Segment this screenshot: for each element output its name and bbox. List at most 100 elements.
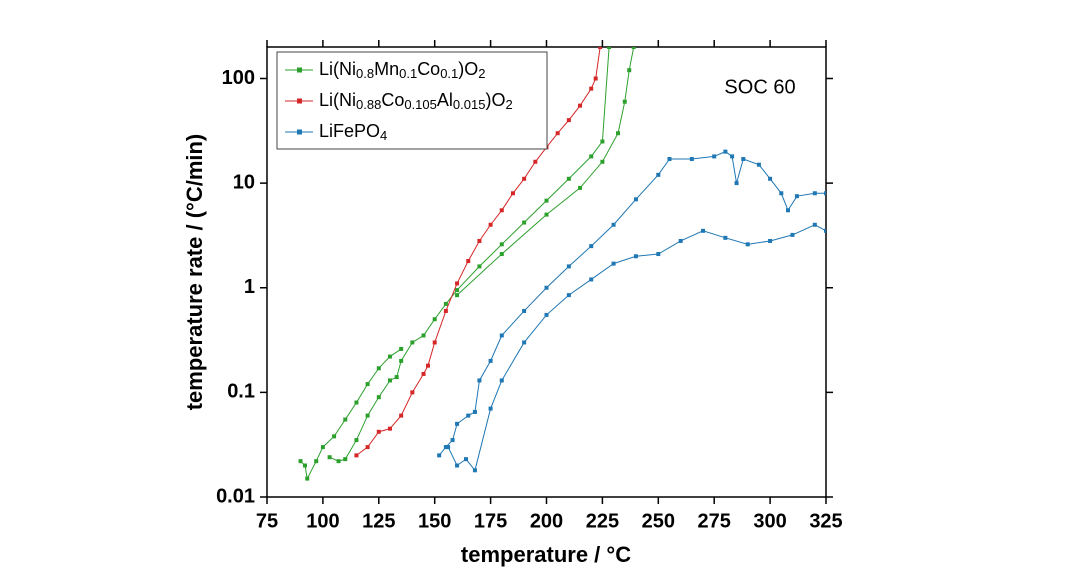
data-point [627,68,632,73]
data-point [734,181,739,186]
data-point [779,191,784,196]
data-point [812,222,817,227]
data-point [472,468,477,473]
data-point [522,340,527,345]
legend-label-part: Co [417,59,440,79]
x-tick-label: 150 [418,510,451,532]
data-point [522,308,527,313]
data-point [488,406,493,411]
data-point [305,476,310,481]
data-point [544,198,549,203]
data-point [488,358,493,363]
data-point [499,333,504,338]
data-point [589,86,594,91]
legend-label-part: Al [437,90,453,110]
series-line [438,151,826,456]
data-point [790,232,795,237]
data-point [522,220,527,225]
data-point [633,254,638,259]
data-point [365,382,370,387]
data-point [622,99,627,104]
data-point [399,358,404,363]
legend-label-part: 2 [478,66,485,81]
data-point [522,176,527,181]
x-tick-label: 200 [530,510,563,532]
y-axis-title: temperature rate / (°C/min) [182,134,207,411]
data-point [477,378,482,383]
data-point [472,409,477,414]
data-point [303,463,308,468]
data-point [332,434,337,439]
x-tick-label: 175 [474,510,507,532]
data-point [566,293,571,298]
data-point [607,47,612,49]
data-point [499,208,504,213]
data-point [656,252,661,257]
data-point [768,238,773,243]
legend-label-part: Co [381,90,404,110]
data-point [421,333,426,338]
data-point [741,157,746,162]
data-point [376,429,381,434]
data-point [320,445,325,450]
legend-label: Li(Ni0.8Mn0.1Co0.1)O2 [319,59,486,82]
data-point [589,277,594,282]
data-point [768,176,773,181]
data-point [327,455,332,460]
data-point [455,281,460,286]
legend-label-part: 4 [380,128,387,143]
data-point [589,154,594,159]
y-tick-label: 0.1 [227,381,255,403]
legend-label-part: 0.105 [404,97,437,112]
data-point [633,197,638,202]
data-point [455,421,460,426]
data-point [446,445,451,450]
data-point [336,459,341,464]
data-point [578,103,583,108]
legend-label-part: 2 [505,97,512,112]
data-point [477,238,482,243]
data-point [298,459,303,464]
series-line [300,348,402,481]
y-tick-label: 10 [233,171,255,193]
data-point [464,457,469,462]
legend-label-part: )O [485,90,505,110]
data-point [589,244,594,249]
data-point [544,285,549,290]
data-point [824,228,826,233]
series-line [447,224,826,472]
data-point [600,139,605,144]
data-point [343,457,348,462]
data-point [678,238,683,243]
data-point [824,191,826,196]
data-point [555,131,560,136]
data-point [785,208,790,213]
legend-label-part: Li(Ni [319,59,356,79]
data-point [723,149,728,154]
legend-marker [297,129,302,135]
data-point [812,191,817,196]
data-point [598,47,603,49]
data-point [387,354,392,359]
data-point [794,194,799,199]
data-point [354,438,359,443]
data-point [667,157,672,162]
data-point [756,162,761,167]
data-point [399,413,404,418]
data-point [578,185,583,190]
legend-label-part: 0.1 [399,66,417,81]
data-point [387,378,392,383]
data-point [499,242,504,247]
data-point [432,340,437,345]
data-point [354,400,359,405]
legend-label-part: Li(Ni [319,90,356,110]
data-point [689,157,694,162]
x-axis-title: temperature / °C [461,542,631,567]
x-tick-label: 250 [642,510,675,532]
data-point [533,159,538,164]
data-point [466,259,471,264]
data-point [450,438,455,443]
y-tick-label: 1 [244,276,255,298]
data-point [730,154,735,159]
